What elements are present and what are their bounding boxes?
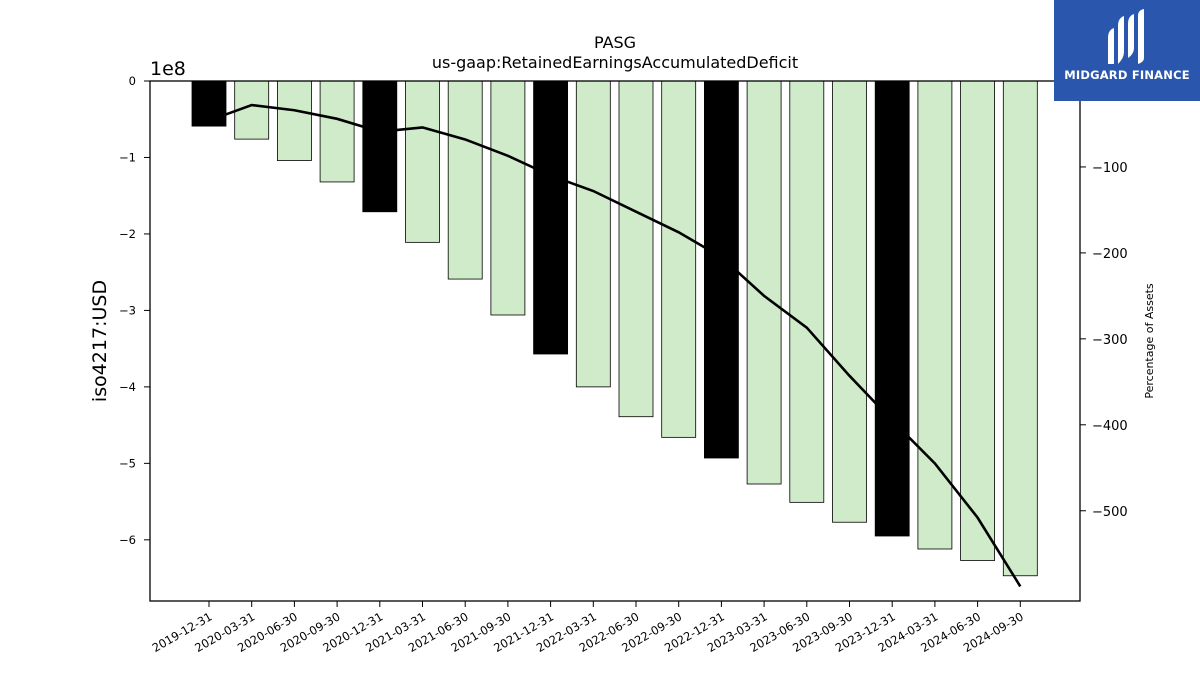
y2-tick-label: −200 [1092,247,1128,262]
y-axis-label: iso4217:USD [89,280,111,402]
percentage-of-assets-line [208,103,1022,588]
right-axis-ticks: −100 −200 −300 −400 −500 [1080,161,1128,520]
bar-2024-09-30 [1002,80,1038,577]
midgard-finance-logo: MIDGARD FINANCE [1054,0,1200,101]
bar-2022-06-30 [618,80,654,418]
bar-2024-03-31 [917,80,953,550]
left-axis-ticks: 0 −1 −2 −3 −4 −5 −6 [119,74,150,547]
bar-2020-09-30 [319,80,355,183]
y-tick-label: −2 [119,227,136,241]
bars-layer [191,80,1038,577]
bar-2021-09-30 [490,80,526,316]
bar-2021-12-31 [533,80,568,355]
y2-tick-label: −300 [1092,333,1128,348]
y2-tick-label: −100 [1092,161,1128,176]
bar-2021-03-31 [405,80,440,243]
y-tick-label: 0 [129,74,136,88]
bar-2023-09-30 [832,80,867,523]
y-tick-label: −1 [119,150,136,164]
x-axis-ticks: 2019-12-312020-03-312020-06-302020-09-30… [150,601,1026,655]
bar-2022-09-30 [661,80,697,438]
y-tick-label: −3 [119,303,136,317]
bar-2024-06-30 [960,80,995,561]
y-tick-label: −5 [119,456,136,470]
bar-2023-12-31 [874,80,910,537]
midgard-logo-icon [1108,9,1144,64]
y2-tick-label: −400 [1092,419,1128,434]
bar-2021-06-30 [447,80,483,280]
logo-text: MIDGARD FINANCE [1064,68,1190,82]
bar-2023-03-31 [746,80,782,485]
bar-2019-12-31 [191,80,227,127]
y-tick-label: −4 [119,380,136,394]
y-offset-label: 1e8 [150,58,186,80]
ratio-line-layer [208,103,1022,588]
bar-2023-06-30 [789,80,825,503]
chart-subtitle: us-gaap:RetainedEarningsAccumulatedDefic… [432,53,798,72]
bar-2020-12-31 [362,80,398,213]
y2-axis-label: Percentage of Assets [1143,283,1156,399]
bar-2022-03-31 [575,80,611,388]
plot-frame [149,80,1081,602]
bar-2020-06-30 [276,80,312,161]
y-tick-label: −6 [119,533,136,547]
y2-tick-label: −500 [1092,505,1128,520]
chart-title: PASG [594,33,636,52]
